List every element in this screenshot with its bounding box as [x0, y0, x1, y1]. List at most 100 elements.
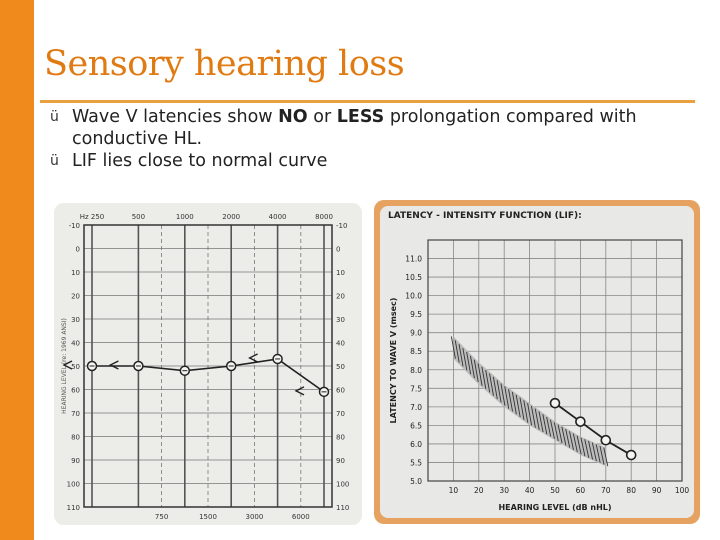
- audiogram-level-left: 50: [71, 363, 80, 371]
- bullet-1-text-pre: Wave V latencies show: [72, 107, 279, 127]
- audiogram-bone-symbol: [248, 353, 258, 363]
- bullet-1-emphasis-less: LESS: [336, 107, 385, 127]
- lif-frame: [427, 239, 683, 482]
- audiogram-chart: -10 -10 0 0 10 10 20 20 30 30 40 40 50 50 60 60 70 70 80 80…: [54, 203, 362, 525]
- audiogram-level-right: 10: [336, 269, 345, 277]
- slide-sidebar-accent: [0, 0, 34, 540]
- lif-band-hatch: [561, 426, 567, 446]
- lif-y-tick: 6.5: [410, 421, 422, 430]
- lif-x-tick: 50: [550, 486, 560, 495]
- lif-y-tick: 5.5: [410, 458, 422, 467]
- checkmark-icon: ü: [50, 153, 59, 169]
- audiogram-photo: -10 -10 0 0 10 10 20 20 30 30 40 40 50 50 60 60 70 70 80 80…: [54, 203, 362, 525]
- lif-y-tick: 9.0: [410, 329, 422, 338]
- lif-point: [625, 449, 637, 461]
- lif-x-tick: 90: [652, 486, 662, 495]
- lif-band-hatch: [530, 405, 536, 428]
- lif-band-hatch: [546, 416, 552, 437]
- lif-band-hatch: [565, 428, 571, 448]
- title-underline: [40, 100, 695, 103]
- audiogram-level-left: 110: [67, 504, 80, 512]
- lif-band-hatch: [508, 389, 513, 412]
- audiogram-bone-symbol: [294, 386, 305, 396]
- lif-band-hatch: [481, 366, 487, 390]
- lif-band-hatch: [572, 433, 578, 453]
- lif-title: LATENCY - INTENSITY FUNCTION (LIF):: [388, 211, 582, 221]
- audiogram-freq-bottom: 1500: [199, 513, 217, 521]
- audiogram-freq-bottom: 3000: [245, 513, 263, 521]
- audiogram-freq-top: 2000: [222, 213, 240, 221]
- lif-band-hatch: [603, 447, 609, 467]
- lif-band-hatch: [504, 386, 510, 409]
- lif-band-hatch: [470, 355, 475, 379]
- lif-series-line: [554, 402, 632, 456]
- audiogram-level-right: 80: [336, 434, 345, 442]
- lif-y-tick: 9.5: [410, 310, 422, 319]
- lif-band-hatch: [477, 363, 483, 386]
- audiogram-level-right: 90: [336, 457, 345, 465]
- audiogram-freq-bottom: 750: [155, 513, 168, 521]
- audiogram-level-left: 30: [71, 316, 80, 324]
- lif-band-hatch: [454, 340, 460, 363]
- lif-point: [549, 397, 561, 409]
- lif-y-tick: 7.5: [410, 384, 422, 393]
- audiogram-freq-top: 8000: [315, 213, 333, 221]
- audiogram-level-right: 110: [336, 504, 349, 512]
- lif-band-hatch: [569, 431, 574, 450]
- lif-band-hatch: [557, 424, 563, 444]
- bullet-item-2: ü LIF lies close to normal curve: [48, 150, 698, 172]
- lif-band-hatch: [496, 380, 502, 403]
- lif-chart: LATENCY - INTENSITY FUNCTION (LIF): 11.0 1…: [380, 206, 694, 518]
- lif-x-tick: 70: [601, 486, 611, 495]
- lif-x-tick: 60: [576, 486, 586, 495]
- lif-band-hatch: [576, 435, 582, 455]
- bullet-1-text-mid: or: [307, 107, 337, 127]
- audiogram-level-right: 100: [336, 481, 349, 489]
- audiogram-freq-top: 1000: [176, 213, 194, 221]
- audiogram-frame: [83, 224, 333, 508]
- bullet-item-1: ü Wave V latencies show NO or LESS prolo…: [48, 106, 698, 150]
- lif-band-hatch: [523, 400, 529, 423]
- lif-band-hatch: [466, 351, 472, 375]
- lif-y-tick: 8.0: [410, 366, 422, 375]
- audiogram-level-left: 100: [67, 481, 80, 489]
- audiogram-level-left: 80: [71, 434, 80, 442]
- audiogram-freq-bottom: 6000: [292, 513, 310, 521]
- audiogram-level-right: 50: [336, 363, 345, 371]
- audiogram-level-left: 40: [71, 340, 80, 348]
- lif-band-hatch: [534, 408, 540, 430]
- lif-band-hatch: [599, 445, 605, 465]
- lif-x-tick: 80: [626, 486, 636, 495]
- lif-band-hatch: [584, 439, 590, 458]
- lif-band-hatch: [462, 347, 468, 371]
- lif-y-tick: 8.5: [410, 347, 422, 356]
- lif-x-tick: 20: [474, 486, 484, 495]
- audiogram-paper: [54, 203, 362, 525]
- audiogram-level-left: 10: [71, 269, 80, 277]
- slide-title: Sensory hearing loss: [44, 44, 405, 84]
- audiogram-level-right: 40: [336, 340, 345, 348]
- lif-x-tick: 40: [525, 486, 535, 495]
- audiogram-bone-symbol: [108, 360, 119, 370]
- lif-y-tick: 5.0: [410, 477, 422, 486]
- lif-x-tick: 10: [449, 486, 459, 495]
- checkmark-icon: ü: [50, 109, 59, 125]
- audiogram-level-left: 90: [71, 457, 80, 465]
- lif-band-hatch: [591, 442, 597, 462]
- bullet-1-text-post: prolongation compared with conductive HL…: [72, 107, 637, 149]
- lif-band-hatch: [458, 344, 464, 367]
- lif-band-hatch: [542, 414, 548, 435]
- lif-xlabel: HEARING LEVEL (dB nHL): [498, 503, 611, 512]
- lif-band-hatch: [450, 336, 456, 359]
- audiogram-level-left: 0: [76, 246, 80, 254]
- lif-band-hatch: [595, 444, 601, 463]
- lif-band-hatch: [527, 403, 533, 426]
- audiogram-level-right: 60: [336, 387, 345, 395]
- lif-y-tick: 10.0: [405, 292, 422, 301]
- lif-band-hatch: [492, 376, 498, 400]
- bullet-1-emphasis-no: NO: [278, 107, 308, 127]
- lif-x-tick: 100: [675, 486, 690, 495]
- bullet-2-text: LIF lies close to normal curve: [72, 151, 328, 171]
- lif-normal-band: [453, 336, 606, 467]
- lif-point: [575, 416, 586, 427]
